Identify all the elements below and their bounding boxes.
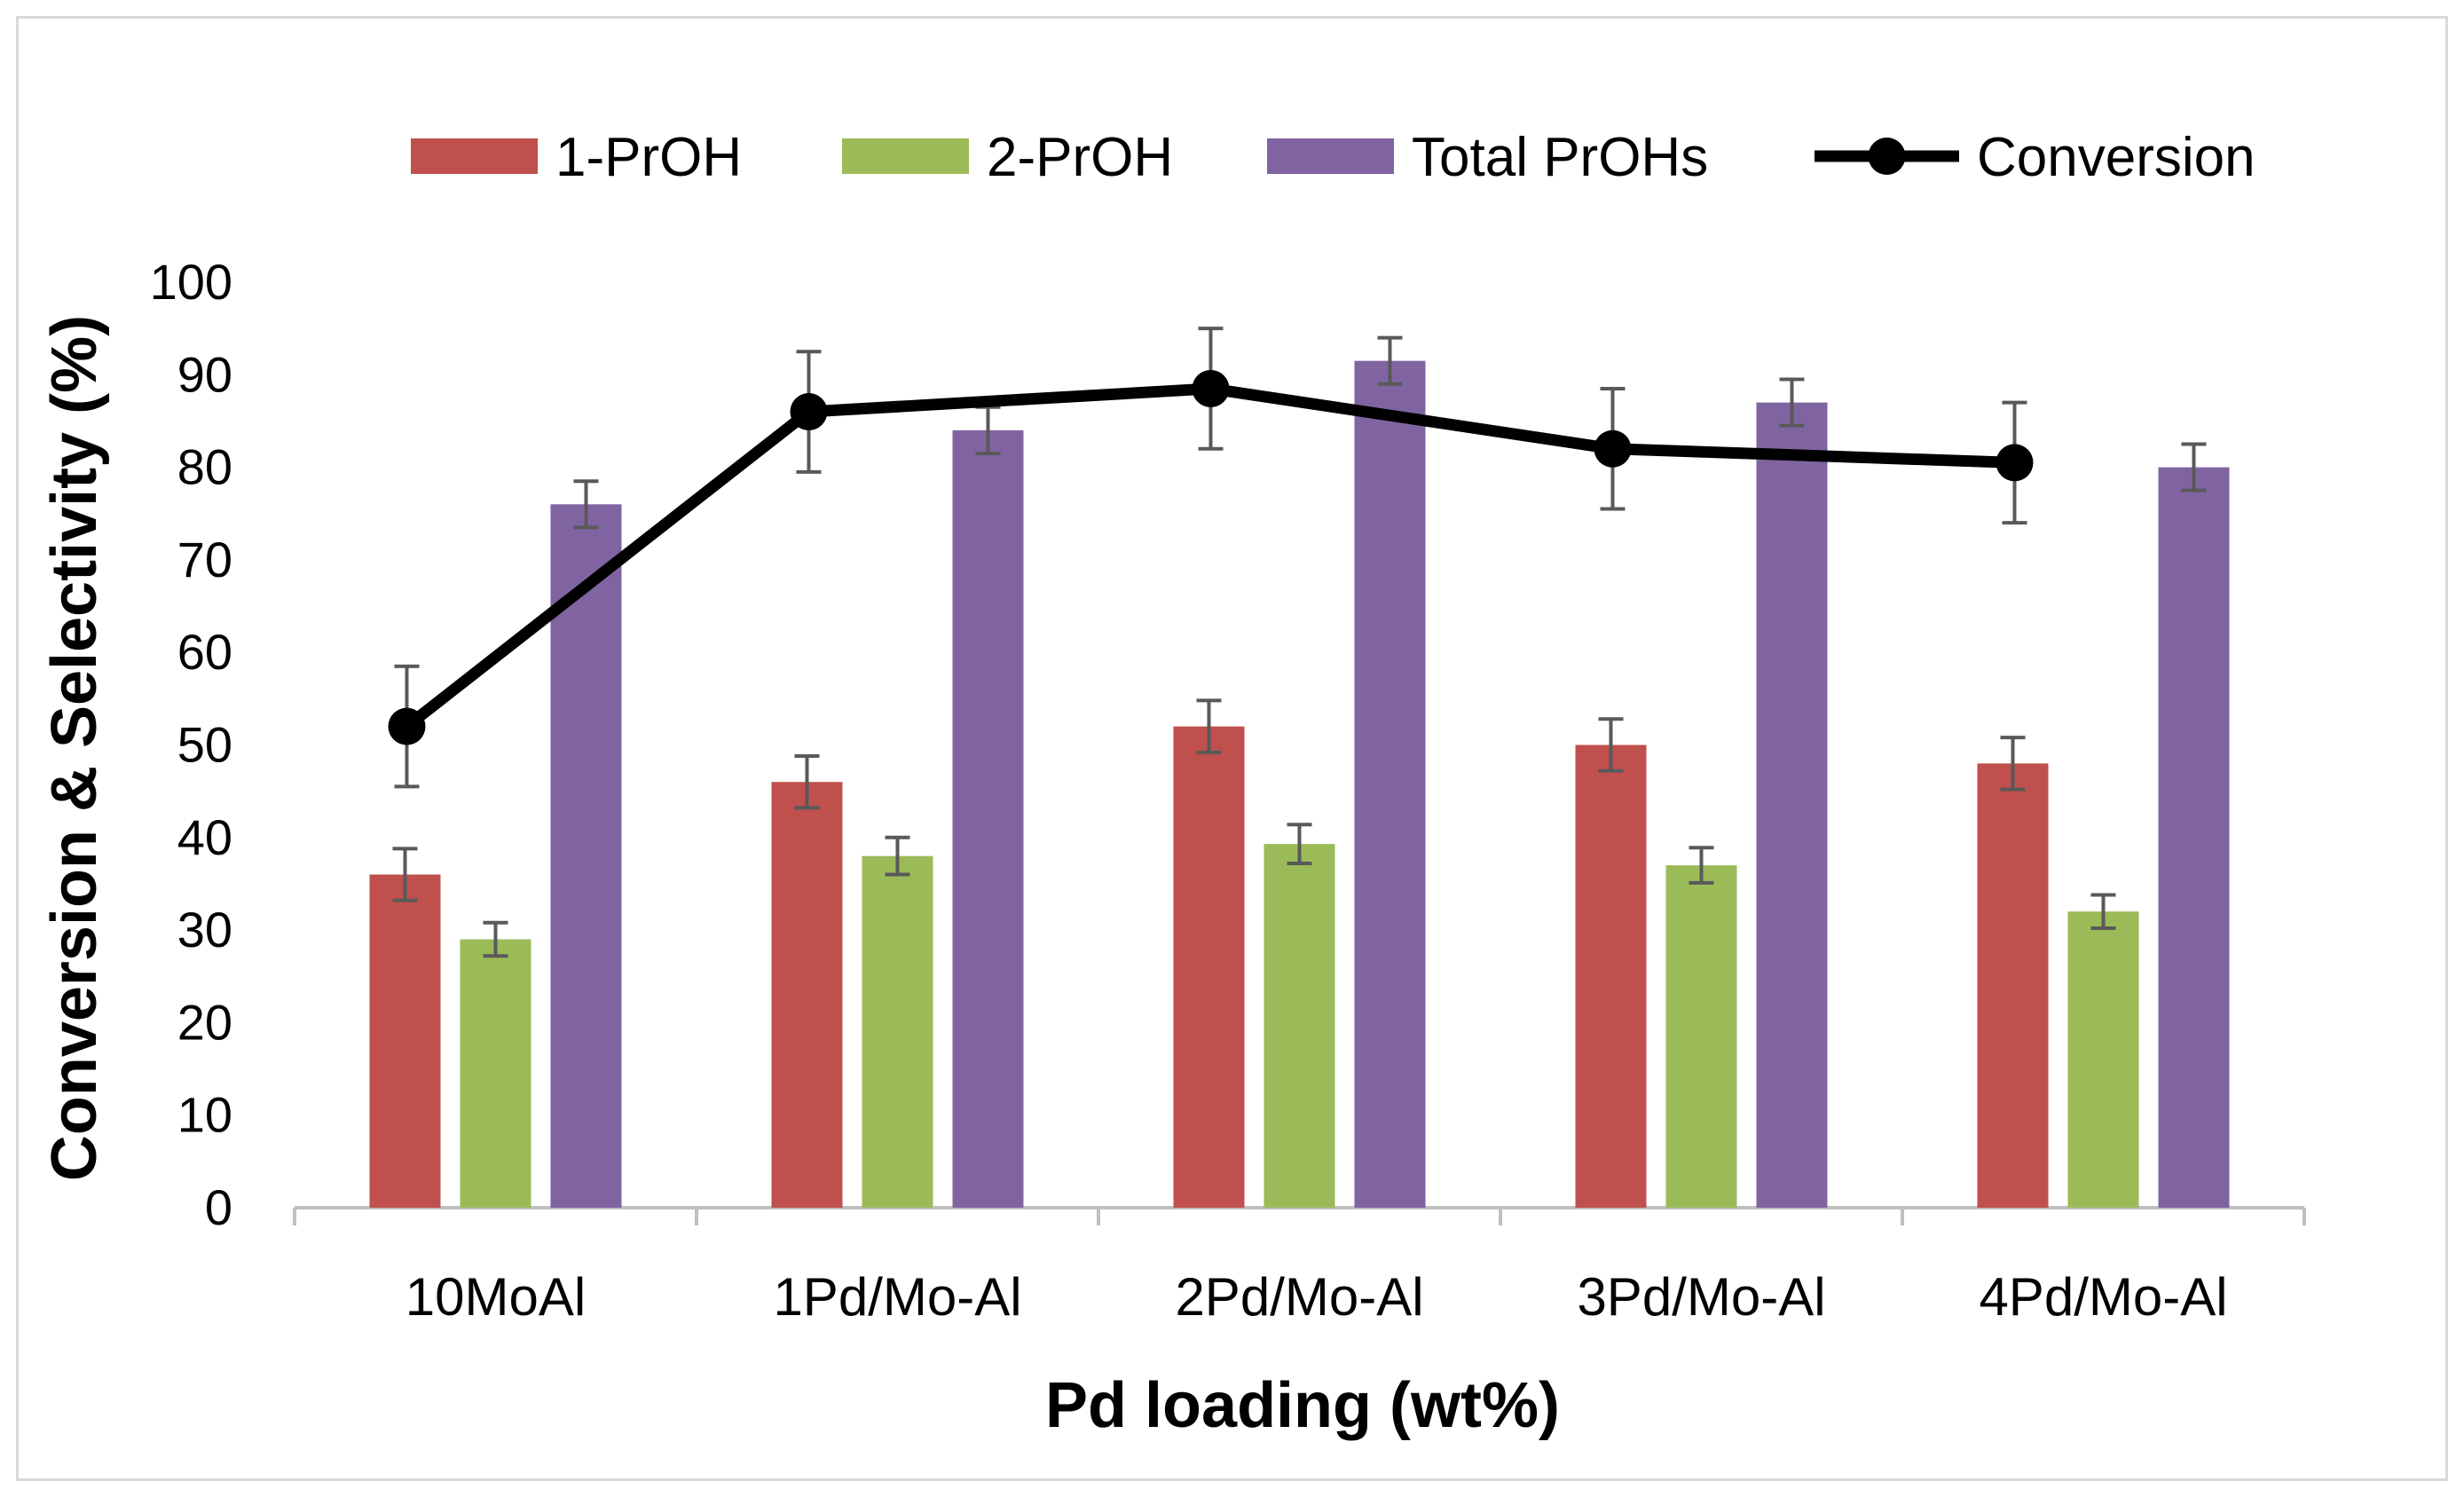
bar-1-proh bbox=[1173, 726, 1245, 1208]
category-labels: 10MoAl 1Pd/Mo-Al 2Pd/Mo-Al 3Pd/Mo-Al 4Pd/Mo-… bbox=[405, 1267, 2228, 1327]
conversion-point bbox=[388, 707, 426, 745]
bar-2-proh bbox=[2067, 911, 2139, 1208]
y-tick-labels: 0 10 20 30 40 50 60 70 80 90 100 bbox=[150, 254, 232, 1235]
bar-1-proh bbox=[771, 782, 843, 1208]
bar-2-proh bbox=[1665, 865, 1737, 1208]
category-label: 10MoAl bbox=[405, 1267, 586, 1327]
x-axis-title: Pd loading (wt%) bbox=[1045, 1370, 1560, 1441]
error-bars bbox=[392, 327, 2207, 958]
bar-total-prohs bbox=[2158, 467, 2230, 1208]
bar-2-proh bbox=[460, 939, 531, 1208]
conversion-line bbox=[388, 369, 2034, 745]
bar-total-prohs bbox=[1354, 360, 1426, 1208]
conversion-point bbox=[790, 393, 828, 431]
y-tick-label: 100 bbox=[150, 254, 232, 310]
x-category-ticks bbox=[293, 1208, 2306, 1225]
y-tick-label: 0 bbox=[205, 1179, 232, 1235]
legend-swatch bbox=[1267, 138, 1394, 174]
y-tick-label: 40 bbox=[177, 809, 232, 865]
legend-swatch bbox=[411, 138, 538, 174]
y-tick-label: 10 bbox=[177, 1087, 232, 1143]
y-tick-label: 80 bbox=[177, 439, 232, 495]
bar-total-prohs bbox=[1756, 402, 1828, 1209]
category-label: 1Pd/Mo-Al bbox=[773, 1267, 1021, 1327]
bar-2-proh bbox=[1263, 844, 1335, 1208]
conversion-point bbox=[1192, 369, 1230, 407]
bar-1-proh bbox=[1575, 745, 1647, 1208]
bar-total-prohs bbox=[550, 504, 622, 1208]
legend-label: 2-PrOH bbox=[987, 127, 1173, 188]
bars bbox=[369, 360, 2230, 1209]
y-tick-label: 70 bbox=[177, 532, 232, 587]
bar-total-prohs bbox=[952, 429, 1024, 1208]
conversion-point bbox=[1594, 429, 1632, 468]
legend-marker bbox=[1868, 138, 1906, 175]
bar-1-proh bbox=[1977, 763, 2049, 1208]
category-label: 2Pd/Mo-Al bbox=[1175, 1267, 1423, 1327]
legend-label: Conversion bbox=[1977, 127, 2255, 188]
y-tick-label: 20 bbox=[177, 994, 232, 1050]
category-label: 3Pd/Mo-Al bbox=[1577, 1267, 1825, 1327]
legend-label: Total PrOHs bbox=[1412, 127, 1708, 188]
y-tick-label: 50 bbox=[177, 717, 232, 773]
category-label: 4Pd/Mo-Al bbox=[1979, 1267, 2227, 1327]
conversion-point bbox=[1996, 444, 2034, 482]
bar-2-proh bbox=[862, 855, 933, 1208]
y-tick-label: 30 bbox=[177, 902, 232, 957]
legend: 1-PrOH 2-PrOH Total PrOHs Conversion bbox=[411, 127, 2255, 188]
legend-label: 1-PrOH bbox=[555, 127, 742, 188]
y-axis-title: Conversion & Selectivity (%) bbox=[39, 315, 110, 1181]
y-tick-label: 90 bbox=[177, 346, 232, 402]
legend-swatch bbox=[842, 138, 969, 174]
y-tick-label: 60 bbox=[177, 624, 232, 680]
bar-1-proh bbox=[369, 874, 441, 1208]
